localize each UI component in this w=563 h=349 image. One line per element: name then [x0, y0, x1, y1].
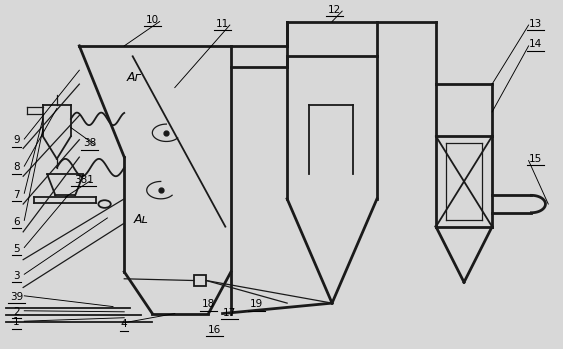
Text: 381: 381 [74, 175, 94, 185]
Text: 11: 11 [216, 18, 229, 29]
Text: 8: 8 [13, 162, 20, 172]
Text: 1: 1 [13, 318, 20, 327]
Text: 19: 19 [249, 299, 263, 309]
Text: 16: 16 [208, 325, 221, 335]
Text: 9: 9 [13, 135, 20, 145]
Text: 6: 6 [13, 217, 20, 227]
Text: 38: 38 [83, 139, 96, 148]
Text: 3: 3 [13, 270, 20, 281]
Text: 5: 5 [13, 244, 20, 254]
Text: 10: 10 [146, 15, 159, 25]
Text: 14: 14 [529, 39, 542, 49]
Text: 4: 4 [121, 319, 128, 329]
Text: 2: 2 [13, 307, 20, 317]
Text: Аʟ: Аʟ [134, 213, 149, 226]
Text: 12: 12 [328, 5, 342, 15]
Text: 18: 18 [202, 299, 215, 309]
Text: 15: 15 [529, 154, 542, 164]
Text: 17: 17 [223, 308, 236, 318]
Text: 39: 39 [10, 292, 23, 302]
Text: Аг: Аг [127, 70, 142, 84]
Text: 7: 7 [13, 190, 20, 200]
Bar [194, 275, 206, 286]
Text: 13: 13 [529, 18, 542, 29]
